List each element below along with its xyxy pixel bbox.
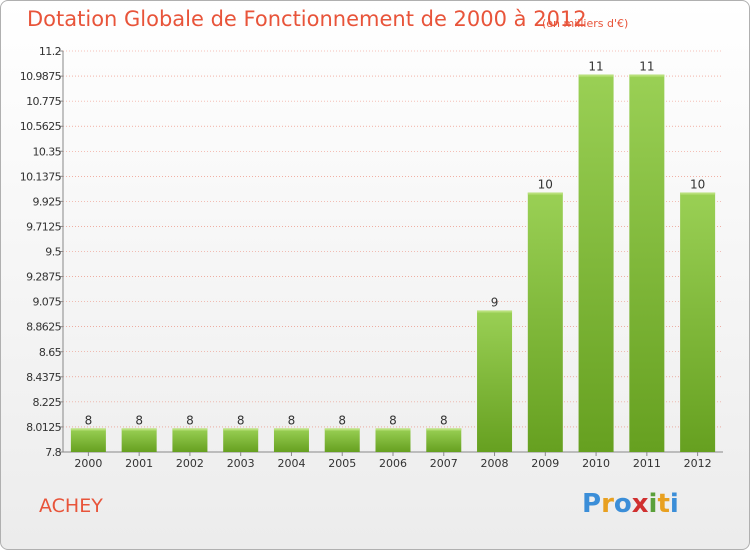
x-tick-label: 2008	[481, 457, 509, 470]
y-tick-label: 10.5625	[20, 120, 62, 133]
y-tick-label: 9.7125	[26, 220, 61, 233]
y-tick-label: 10.1375	[20, 170, 62, 183]
chart-title: Dotation Globale de Fonctionnement de 20…	[27, 7, 587, 31]
bar-value-label: 8	[338, 413, 346, 427]
logo-letter: x	[631, 489, 649, 519]
bar	[223, 428, 259, 452]
y-tick-label: 7.8	[45, 446, 61, 459]
bar	[578, 74, 614, 453]
y-tick-label: 9.2875	[26, 271, 61, 284]
y-tick-label: 8.4375	[26, 371, 61, 384]
logo-letter: P	[582, 489, 602, 519]
x-tick-label: 2005	[328, 457, 356, 470]
bar-highlight	[477, 310, 513, 313]
bar-value-label: 9	[491, 295, 499, 309]
y-tick-label: 10.35	[33, 145, 62, 158]
axes: 11.2 10.9875 10.775 10.5625 10.35 10.1375 9.92…	[20, 45, 723, 459]
x-tick-label: 2002	[176, 457, 204, 470]
bar-value-label: 8	[135, 413, 143, 427]
bar-highlight	[172, 428, 208, 431]
logo-letter: i	[648, 489, 658, 519]
y-tick-label: 10.9875	[20, 70, 62, 83]
logo-letter: r	[601, 489, 614, 519]
bar-value-label: 10	[690, 178, 705, 192]
bar-highlight	[70, 428, 106, 431]
bar-highlight	[680, 192, 716, 195]
x-tick-label: 2006	[379, 457, 407, 470]
logo-letter: o	[613, 489, 632, 519]
bars	[70, 74, 716, 453]
x-tick-label: 2007	[430, 457, 458, 470]
x-tick-label: 2009	[531, 457, 559, 470]
bar	[172, 428, 208, 452]
bar-value-label: 11	[639, 60, 654, 74]
logo-letter: t	[657, 489, 670, 519]
y-tick-label: 8.0125	[26, 421, 61, 434]
y-tick-label: 10.775	[26, 95, 61, 108]
bar-value-label: 10	[538, 178, 553, 192]
bar-value-label: 8	[237, 413, 245, 427]
commune-name: ACHEY	[39, 495, 103, 517]
bar	[527, 192, 563, 452]
bar	[477, 310, 513, 452]
y-tick-label: 9.5	[45, 246, 61, 259]
x-tick-label: 2012	[684, 457, 712, 470]
x-tick-label: 2000	[74, 457, 102, 470]
bar-value-label: 8	[288, 413, 296, 427]
bar-highlight	[121, 428, 157, 431]
x-tick-label: 2003	[227, 457, 255, 470]
bar-highlight	[629, 74, 665, 77]
bar	[70, 428, 106, 452]
bar-highlight	[273, 428, 309, 431]
bar-highlight	[527, 192, 563, 195]
grid-lines	[63, 50, 723, 453]
bar	[629, 74, 665, 453]
bar-highlight	[578, 74, 614, 77]
bar-highlight	[375, 428, 411, 431]
x-tick-label: 2011	[633, 457, 661, 470]
logo-letter: i	[669, 489, 679, 519]
bar-highlight	[324, 428, 360, 431]
bar-value-label: 8	[389, 413, 397, 427]
bar	[375, 428, 411, 452]
y-tick-label: 8.8625	[26, 321, 61, 334]
bar-value-label: 8	[85, 413, 93, 427]
bar	[121, 428, 157, 452]
bar	[324, 428, 360, 452]
x-tick-label: 2010	[582, 457, 610, 470]
bar-highlight	[223, 428, 259, 431]
bar-highlight	[426, 428, 462, 431]
y-tick-label: 8.65	[39, 346, 62, 359]
chart-unit: (en milliers d'€)	[542, 17, 629, 30]
proxiti-logo[interactable]: Proxiti	[582, 489, 679, 519]
y-tick-label: 9.925	[33, 195, 62, 208]
x-tick-label: 2004	[277, 457, 305, 470]
bar	[273, 428, 309, 452]
bar-value-label: 11	[588, 60, 603, 74]
bar	[426, 428, 462, 452]
bar	[680, 192, 716, 452]
labels: 8 2000 8 2001 8 2002 8 2003 8 2004 8 2005 8 2006 8 2007…	[74, 60, 711, 470]
x-tick-label: 2001	[125, 457, 153, 470]
y-tick-label: 8.225	[33, 396, 62, 409]
y-tick-label: 9.075	[33, 296, 62, 309]
y-tick-label: 11.2	[39, 45, 61, 58]
bar-value-label: 8	[440, 413, 448, 427]
bar-value-label: 8	[186, 413, 194, 427]
